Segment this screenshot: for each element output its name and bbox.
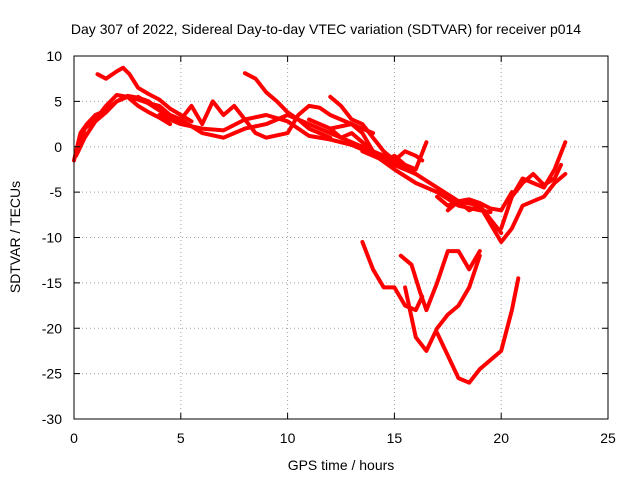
series-line-16: [509, 162, 563, 199]
series-line-4: [95, 65, 194, 124]
series-line-20: [435, 276, 521, 385]
series-line-12: [360, 140, 429, 172]
series-line-14: [445, 190, 514, 213]
y-tick-label: -20: [42, 320, 62, 336]
series-line-15: [499, 140, 568, 231]
y-tick-label: -10: [42, 230, 62, 246]
x-tick-label: 20: [493, 430, 509, 446]
chart-title: Day 307 of 2022, Sidereal Day-to-day VTE…: [71, 21, 581, 37]
x-tick-label: 5: [177, 430, 185, 446]
series-line-10: [307, 117, 408, 172]
series-line-3: [76, 93, 173, 154]
x-tick-label: 25: [600, 430, 616, 446]
axis-ticks: 0 5 10 15 20 25 -30 -25 -20 -15 -10 -5 0 5 10: [42, 48, 616, 446]
series-line-8: [242, 71, 333, 140]
y-tick-label: -30: [42, 411, 62, 427]
y-tick-label: 0: [54, 139, 62, 155]
data-series: [72, 65, 568, 385]
x-tick-label: 15: [387, 430, 403, 446]
y-tick-label: 10: [46, 48, 62, 64]
y-tick-label: -5: [50, 184, 63, 200]
y-tick-label: -25: [42, 366, 62, 382]
series-line-11: [328, 94, 425, 163]
y-axis-label: SDTVAR / TECUs: [7, 181, 23, 293]
y-tick-label: -15: [42, 275, 62, 291]
gridlines: [74, 56, 608, 419]
y-tick-label: 5: [54, 93, 62, 109]
x-tick-label: 0: [70, 430, 78, 446]
x-axis-label: GPS time / hours: [288, 457, 395, 473]
series-line-5: [136, 94, 504, 235]
series-line-17: [360, 240, 425, 313]
series-line-18: [398, 249, 482, 313]
series-line-7: [178, 99, 375, 140]
series-line-19: [403, 253, 482, 353]
x-tick-label: 10: [280, 430, 296, 446]
